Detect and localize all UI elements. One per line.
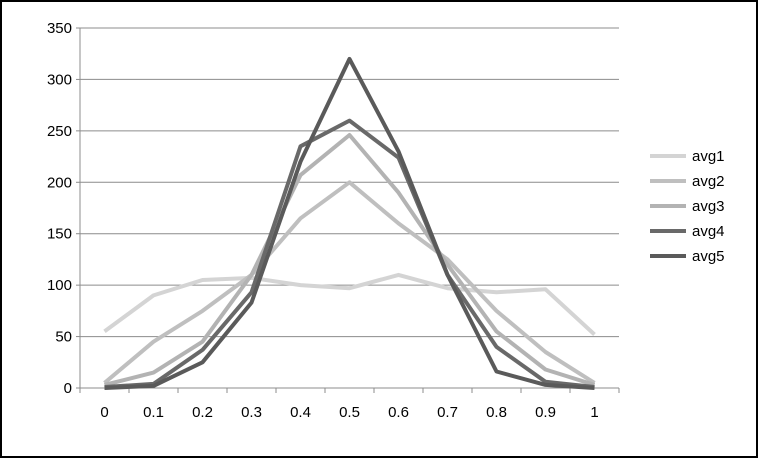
series-line-avg1 bbox=[103, 272, 596, 336]
series-line-avg2 bbox=[103, 180, 596, 385]
x-tick-label: 0.4 bbox=[290, 404, 311, 421]
legend: avg1 avg2 avg3 avg4 avg5 bbox=[650, 148, 725, 265]
y-tick-label: 250 bbox=[47, 123, 72, 140]
y-tick-label: 300 bbox=[47, 71, 72, 88]
series-lines bbox=[103, 56, 596, 390]
x-tick-label: 0.3 bbox=[241, 404, 262, 421]
x-tick-label: 0.2 bbox=[192, 404, 213, 421]
legend-label-avg3: avg3 bbox=[692, 198, 725, 215]
axes: 0 50 100 150 200 250 300 350 0 0.1 0.2 0.3 0.4 0.5 0.6… bbox=[47, 20, 620, 421]
legend-label-avg5: avg5 bbox=[692, 248, 725, 265]
y-tick-label: 200 bbox=[47, 174, 72, 191]
legend-label-avg1: avg1 bbox=[692, 148, 725, 165]
series-line-avg3 bbox=[104, 133, 596, 387]
y-tick-label: 50 bbox=[55, 329, 72, 346]
x-tick-label: 0.5 bbox=[339, 404, 360, 421]
y-tick-label: 0 bbox=[64, 380, 72, 397]
y-tick-label: 150 bbox=[47, 226, 72, 243]
legend-label-avg4: avg4 bbox=[692, 223, 725, 240]
x-tick-label: 0.6 bbox=[388, 404, 409, 421]
y-tick-label: 100 bbox=[47, 277, 72, 294]
y-tick-label: 350 bbox=[47, 20, 72, 37]
series-line-avg5 bbox=[104, 56, 595, 390]
series-line-avg4 bbox=[104, 118, 595, 389]
gridlines bbox=[80, 27, 619, 338]
x-tick-label: 0.8 bbox=[486, 404, 507, 421]
x-tick-label: 0.1 bbox=[143, 404, 164, 421]
x-tick-label: 0.7 bbox=[437, 404, 458, 421]
x-tick-label: 0 bbox=[100, 404, 108, 421]
x-tick-label: 1 bbox=[590, 404, 598, 421]
legend-label-avg2: avg2 bbox=[692, 173, 725, 190]
x-tick-label: 0.9 bbox=[535, 404, 556, 421]
